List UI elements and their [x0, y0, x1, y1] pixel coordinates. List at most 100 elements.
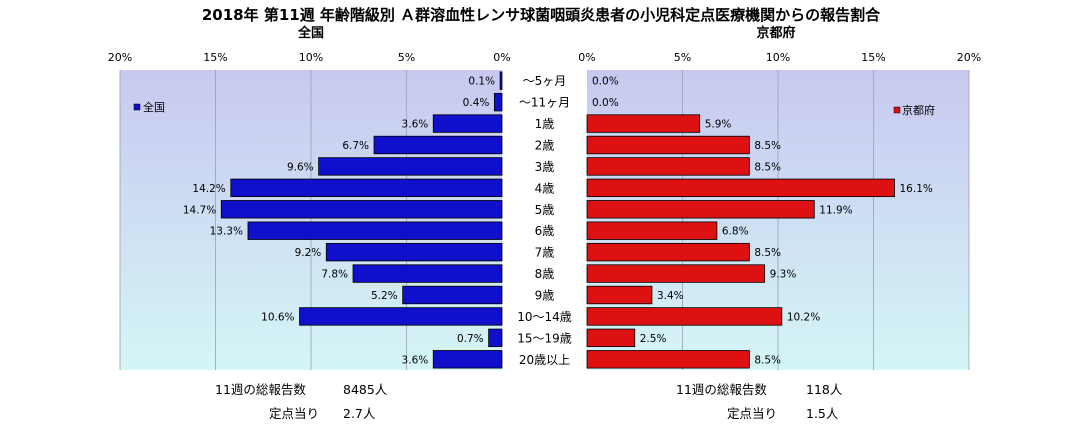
left-tick-label: 20% — [108, 51, 132, 64]
left-value-label: 3.6% — [402, 119, 429, 131]
right-value-labels: 0.0% 0.0% 5.9% 8.5% 8.5% 16.1% 11.9% 6.8% 8.5% 9.… — [592, 76, 933, 367]
left-bar — [220, 200, 503, 219]
left-value-label: 0.4% — [463, 97, 490, 109]
right-tick-label: 5% — [674, 51, 691, 64]
left-value-label: 0.1% — [468, 76, 495, 88]
kyoto-per-label: 定点当り — [727, 406, 777, 421]
right-value-label: 2.5% — [640, 333, 667, 345]
right-panel-subtitle: 京都府 — [756, 25, 795, 41]
category-label: 9歳 — [535, 289, 555, 303]
kyoto-total-value: 118人 — [806, 382, 843, 397]
right-value-label: 6.8% — [722, 226, 749, 238]
right-bar — [586, 200, 815, 219]
national-total-value: 8485人 — [343, 382, 388, 397]
right-bar — [586, 350, 750, 369]
left-x-axis: 0% 5% 10% 15% 20% — [108, 51, 511, 64]
left-value-label: 7.8% — [321, 269, 348, 281]
category-label: 7歳 — [535, 246, 555, 260]
kyoto-per-value: 1.5人 — [806, 406, 839, 421]
left-panel-subtitle: 全国 — [297, 25, 324, 41]
right-bar — [586, 328, 636, 348]
category-label: 5歳 — [535, 203, 555, 217]
left-legend: 全国 — [133, 100, 165, 114]
category-label: ～5ヶ月 — [523, 74, 567, 88]
category-label: ～11ヶ月 — [519, 96, 570, 110]
right-bar — [586, 178, 895, 198]
national-per-label: 定点当り — [269, 406, 319, 421]
category-label: 10～14歳 — [517, 310, 572, 324]
kyoto-total-label: 11週の総報告数 — [676, 382, 767, 397]
right-value-label: 10.2% — [787, 311, 820, 323]
right-bar — [586, 285, 653, 305]
category-label: 20歳以上 — [519, 353, 570, 367]
left-bar — [325, 242, 503, 262]
category-label: 2歳 — [535, 139, 555, 153]
right-legend-swatch — [893, 106, 901, 114]
right-tick-label: 10% — [766, 51, 790, 64]
right-bar — [586, 264, 766, 283]
right-value-label: 8.5% — [754, 140, 781, 152]
right-value-label: 0.0% — [592, 76, 619, 88]
left-value-label: 10.6% — [261, 311, 294, 323]
right-value-label: 5.9% — [705, 119, 732, 131]
left-value-label: 14.7% — [183, 204, 216, 216]
right-value-label: 16.1% — [900, 183, 933, 195]
left-bar — [402, 285, 503, 305]
left-tick-label: 5% — [398, 51, 415, 64]
left-tick-label: 15% — [203, 51, 227, 64]
right-legend: 京都府 — [893, 103, 935, 117]
left-bar — [488, 328, 503, 348]
national-total-label: 11週の総報告数 — [215, 382, 306, 397]
national-footer: 11週の総報告数 8485人 定点当り 2.7人 — [215, 382, 388, 421]
left-bar — [493, 92, 503, 112]
right-tick-label: 15% — [861, 51, 885, 64]
right-bar — [586, 242, 750, 262]
kyoto-footer: 11週の総報告数 118人 定点当り 1.5人 — [676, 382, 843, 421]
left-bar — [318, 157, 503, 176]
right-value-label: 0.0% — [592, 97, 619, 109]
national-per-value: 2.7人 — [343, 406, 376, 421]
left-tick-label: 0% — [493, 51, 510, 64]
left-value-label: 9.2% — [295, 247, 322, 259]
right-value-label: 9.3% — [770, 269, 797, 281]
right-bar — [586, 307, 783, 326]
right-bar — [586, 135, 750, 155]
left-value-label: 14.2% — [192, 183, 225, 195]
left-bar — [352, 264, 503, 283]
right-tick-label: 20% — [957, 51, 981, 64]
category-label: 6歳 — [535, 224, 555, 238]
left-bar — [373, 135, 503, 155]
category-labels: ～5ヶ月 ～11ヶ月 1歳 2歳 3歳 4歳 5歳 6歳 7歳 8歳 9歳 10～14歳 15～19歳 2… — [517, 74, 572, 367]
left-bar — [230, 178, 503, 198]
right-bar — [586, 221, 718, 240]
left-bar — [499, 71, 503, 90]
right-value-label: 11.9% — [819, 204, 852, 216]
left-value-label: 6.7% — [342, 140, 369, 152]
left-tick-label: 10% — [299, 51, 323, 64]
left-bar — [432, 350, 503, 369]
left-legend-label: 全国 — [143, 100, 165, 114]
right-x-axis: 0% 5% 10% 15% 20% — [578, 51, 981, 64]
right-legend-label: 京都府 — [902, 103, 935, 117]
left-value-label: 0.7% — [457, 333, 484, 345]
category-label: 15～19歳 — [517, 331, 572, 345]
right-bar — [586, 114, 701, 133]
right-bars — [586, 114, 895, 369]
category-label: 4歳 — [535, 181, 555, 195]
right-value-label: 8.5% — [754, 247, 781, 259]
left-legend-swatch — [133, 103, 141, 111]
category-label: 1歳 — [535, 117, 555, 131]
left-bars — [220, 71, 503, 369]
right-value-label: 8.5% — [754, 161, 781, 173]
left-value-labels: 0.1% 0.4% 3.6% 6.7% 9.6% 14.2% 14.7% 13.3% 9.2% 7… — [183, 76, 495, 367]
left-value-label: 3.6% — [402, 354, 429, 366]
right-value-label: 3.4% — [657, 290, 684, 302]
chart-title: 2018年 第11週 年齢階級別 Ａ群溶血性レンサ球菌咽頭炎患者の小児科定点医療… — [202, 6, 881, 24]
category-label: 3歳 — [535, 160, 555, 174]
left-bar — [299, 307, 503, 326]
category-label: 8歳 — [535, 267, 555, 281]
right-tick-label: 0% — [578, 51, 595, 64]
left-value-label: 9.6% — [287, 161, 314, 173]
left-value-label: 5.2% — [371, 290, 398, 302]
